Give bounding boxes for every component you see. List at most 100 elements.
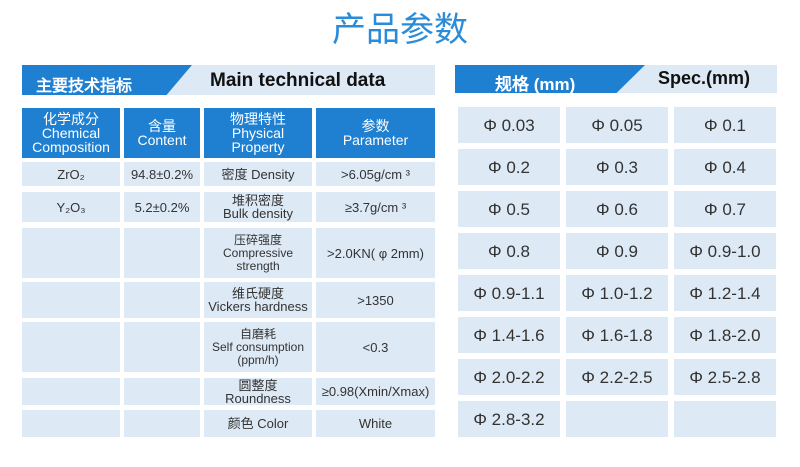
table-cell: 圆整度 Roundness — [204, 378, 312, 405]
spec-cell: Φ 2.2-2.5 — [566, 359, 668, 395]
cell-text: Φ 2.0-2.2 — [473, 367, 545, 387]
table-cell: 自磨耗 Self consumption (ppm/h) — [204, 322, 312, 372]
cell-text: 维氏硬度 — [231, 286, 284, 301]
title: 产品参数 — [332, 11, 468, 49]
left-header-en: Main technical data — [210, 70, 386, 91]
spec-cell: Φ 0.5 — [458, 191, 560, 227]
cell-text: 化学成分 — [43, 111, 99, 127]
cell-text: Bulk density — [222, 206, 294, 221]
spec-cell: Φ 1.2-1.4 — [674, 275, 776, 311]
table-cell — [22, 282, 120, 318]
cell-text: ≥0.98(Xmin/Xmax) — [321, 384, 430, 399]
spec-cell: Φ 0.3 — [566, 149, 668, 185]
spec-cell: Φ 0.6 — [566, 191, 668, 227]
spec-cell: Φ 1.6-1.8 — [566, 317, 668, 353]
cell-text: 颜色 Color — [227, 416, 289, 431]
cell-text: Φ 2.2-2.5 — [581, 367, 653, 387]
spec-cell: Φ 1.4-1.6 — [458, 317, 560, 353]
cell-text: >6.05g/cm ³ — [340, 166, 410, 182]
cell-text: 物理特性 — [230, 111, 286, 127]
cell-text: 密度 Density — [221, 166, 295, 182]
cell-text: Φ 0.3 — [596, 157, 638, 177]
cell-text: Φ 2.8-3.2 — [473, 409, 545, 429]
column-header: 化学成分 Chemical Composition — [22, 108, 120, 158]
cell-text: Compressive — [222, 245, 294, 260]
table-cell: >6.05g/cm ³ — [316, 162, 435, 186]
spec-cell: Φ 2.0-2.2 — [458, 359, 560, 395]
spec-cell: Φ 0.03 — [458, 107, 560, 143]
table-cell: <0.3 — [316, 322, 435, 372]
right-header-en: Spec.(mm) — [658, 68, 751, 88]
table-cell — [124, 228, 200, 278]
cell-text: Φ 0.9-1.1 — [473, 283, 545, 303]
cell-text: Φ 0.7 — [704, 199, 746, 219]
cell-text: >2.0KN( φ 2mm) — [327, 245, 424, 261]
cell-text: Φ 0.6 — [596, 199, 638, 219]
cell-text: Property — [231, 139, 285, 155]
cell-text: Vickers hardness — [208, 299, 308, 314]
table-cell: 维氏硬度 Vickers hardness — [204, 282, 312, 318]
cell-text: Φ 1.8-2.0 — [689, 325, 761, 345]
cell-text: Y₂O₃ — [56, 199, 86, 215]
table-cell: 堆积密度 Bulk density — [204, 192, 312, 222]
spec-cell: Φ 0.05 — [566, 107, 668, 143]
cell-text: White — [358, 416, 393, 431]
cell-text: Chemical — [41, 125, 101, 141]
table-cell — [124, 322, 200, 372]
cell-text: Φ 0.8 — [488, 241, 530, 261]
spec-cell: Φ 2.5-2.8 — [674, 359, 776, 395]
table-cell — [22, 378, 120, 405]
right-header-cn: 规格 (mm) — [495, 75, 576, 94]
spec-cell: Φ 0.7 — [674, 191, 776, 227]
cell-text: Φ 0.9 — [596, 241, 638, 261]
table-cell: ≥3.7g/cm ³ — [316, 192, 435, 222]
table-cell — [124, 282, 200, 318]
cell-text: Φ 0.05 — [591, 115, 643, 135]
cell-text: 含量 — [148, 118, 176, 134]
spec-cell: Φ 0.4 — [674, 149, 776, 185]
table-cell — [124, 410, 200, 437]
cell-text: Content — [137, 132, 187, 148]
cell-text: (ppm/h) — [237, 352, 279, 367]
column-header: 物理特性 Physical Property — [204, 108, 312, 158]
cell-text: Φ 0.9-1.0 — [689, 241, 761, 261]
column-header: 含量 Content — [124, 108, 200, 158]
cell-text: Φ 0.4 — [704, 157, 746, 177]
cell-text: ZrO₂ — [57, 166, 85, 182]
cell-text: 堆积密度 — [231, 193, 284, 208]
cell-text: Physical — [231, 125, 285, 141]
cell-text: 5.2±0.2% — [134, 199, 190, 215]
left-header-tab — [22, 65, 192, 95]
cell-text: 自磨耗 — [239, 326, 276, 341]
spec-cell: Φ 1.8-2.0 — [674, 317, 776, 353]
table-cell: 压碎强度 Compressive strength — [204, 228, 312, 278]
cell-text: Φ 1.6-1.8 — [581, 325, 653, 345]
table-cell: >2.0KN( φ 2mm) — [316, 228, 435, 278]
spec-cell — [674, 401, 776, 437]
table-cell — [22, 410, 120, 437]
right-header-tab — [455, 65, 645, 93]
cell-text: Φ 2.5-2.8 — [689, 367, 761, 387]
table-cell: Y₂O₃ — [22, 192, 120, 222]
cell-text: strength — [236, 258, 280, 273]
table-cell: >1350 — [316, 282, 435, 318]
cell-text: >1350 — [357, 292, 394, 308]
table-cell: 5.2±0.2% — [124, 192, 200, 222]
cell-text: Φ 0.5 — [488, 199, 530, 219]
table-cell — [124, 378, 200, 405]
cell-text: Parameter — [342, 132, 409, 148]
cell-text: 压碎强度 — [233, 232, 282, 247]
spec-cell: Φ 2.8-3.2 — [458, 401, 560, 437]
cell-text: Φ 0.1 — [704, 115, 746, 135]
table-cell — [22, 322, 120, 372]
spec-cell: Φ 0.8 — [458, 233, 560, 269]
spec-cell: Φ 0.2 — [458, 149, 560, 185]
column-header: 参数 Parameter — [316, 108, 435, 158]
cell-text: Φ 1.0-1.2 — [581, 283, 653, 303]
spec-cell — [566, 401, 668, 437]
cell-text: ≥3.7g/cm ³ — [344, 199, 407, 215]
cell-text: 圆整度 Roundness — [225, 377, 291, 406]
cell-text: Φ 0.2 — [488, 157, 530, 177]
table-cell: 94.8±0.2% — [124, 162, 200, 186]
